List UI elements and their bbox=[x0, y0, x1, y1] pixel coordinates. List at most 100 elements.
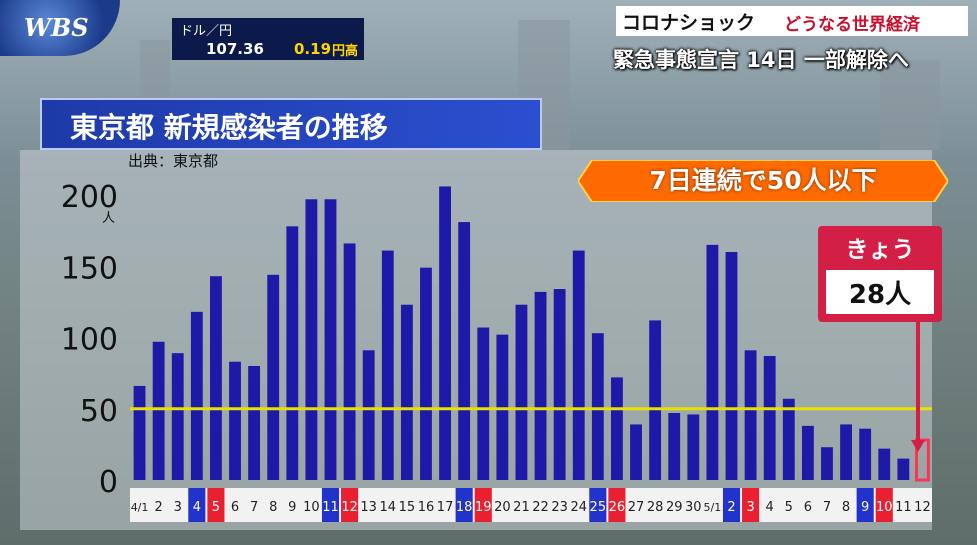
x-tick-label: 28 bbox=[647, 500, 664, 515]
x-tick-label: 5 bbox=[785, 500, 793, 515]
bar bbox=[821, 447, 833, 480]
bar bbox=[133, 385, 146, 480]
bar bbox=[534, 291, 547, 480]
x-tick-label: 2 bbox=[155, 500, 163, 515]
today-bar bbox=[915, 438, 930, 482]
x-tick-label: 3 bbox=[746, 500, 754, 515]
fx-change: 0.19 bbox=[294, 40, 332, 58]
banner-shape bbox=[578, 160, 948, 202]
bar bbox=[611, 377, 623, 480]
banner-text: 7日連続で50人以下 bbox=[649, 166, 877, 195]
x-tick-label: 18 bbox=[456, 500, 473, 515]
x-tick-label: 15 bbox=[399, 500, 416, 515]
x-tick-highlight bbox=[608, 488, 626, 522]
bar bbox=[801, 425, 814, 480]
x-tick-label: 7 bbox=[823, 500, 831, 515]
y-tick-label: 150 bbox=[61, 251, 118, 286]
x-tick-label: 14 bbox=[380, 500, 397, 515]
chart-title: 東京都 新規感染者の推移 bbox=[70, 111, 388, 144]
bar bbox=[458, 222, 471, 480]
x-tick-highlight bbox=[856, 488, 874, 522]
bar bbox=[515, 304, 528, 480]
bar bbox=[400, 304, 413, 480]
bar bbox=[439, 186, 451, 480]
x-tick-highlight bbox=[474, 488, 492, 522]
x-tick-label: 5/1 bbox=[704, 501, 722, 514]
x-tick-highlight bbox=[742, 488, 760, 522]
x-tick-label: 24 bbox=[570, 500, 587, 515]
x-tick-highlight bbox=[455, 488, 473, 522]
y-axis-unit: 人 bbox=[102, 211, 116, 226]
bar bbox=[859, 428, 872, 480]
x-tick-label: 23 bbox=[551, 500, 568, 515]
x-tick-label: 22 bbox=[532, 500, 549, 515]
x-tick-highlight bbox=[875, 488, 893, 522]
x-tick-label: 4 bbox=[766, 500, 774, 515]
bar bbox=[343, 243, 356, 480]
x-tick-label: 12 bbox=[914, 500, 931, 515]
bar bbox=[267, 274, 280, 480]
bar bbox=[706, 244, 719, 480]
y-tick-label: 100 bbox=[61, 323, 118, 358]
callout-value-box: 28人 bbox=[826, 270, 934, 314]
x-tick-highlight bbox=[207, 488, 225, 522]
bar bbox=[171, 353, 184, 480]
bar bbox=[190, 311, 203, 480]
x-tick-highlight bbox=[722, 488, 741, 522]
headline-series: コロナショック bbox=[622, 12, 756, 34]
bar bbox=[782, 398, 795, 480]
x-tick-label: 29 bbox=[666, 500, 683, 515]
bar bbox=[897, 458, 910, 480]
x-tick-label: 17 bbox=[437, 500, 454, 515]
bar bbox=[324, 199, 337, 480]
fx-ticker: ドル／円 107.36 0.19 円高 bbox=[172, 18, 364, 60]
bar bbox=[477, 327, 490, 480]
title-bar: 東京都 新規感染者の推移 bbox=[40, 98, 542, 150]
bar bbox=[572, 250, 585, 480]
x-tick-label: 16 bbox=[418, 500, 435, 515]
x-tick-label: 20 bbox=[494, 500, 511, 515]
bar bbox=[210, 276, 222, 480]
bar bbox=[840, 424, 852, 480]
today-callout: きょう 28人 bbox=[818, 226, 942, 322]
x-tick-highlight bbox=[589, 488, 607, 522]
bar bbox=[744, 350, 757, 480]
x-tick-label: 9 bbox=[288, 500, 296, 515]
bar bbox=[878, 448, 891, 480]
fx-direction: 円高 bbox=[332, 44, 359, 59]
x-tick-label: 10 bbox=[876, 500, 893, 515]
x-tick-label: 3 bbox=[174, 500, 182, 515]
bar bbox=[420, 267, 432, 480]
x-tick-label: 26 bbox=[609, 500, 626, 515]
bar bbox=[381, 250, 394, 480]
bar bbox=[286, 226, 299, 480]
x-tick-highlight bbox=[188, 488, 206, 522]
x-tick-label: 2 bbox=[727, 500, 735, 515]
fx-label: ドル／円 bbox=[180, 24, 233, 39]
bar bbox=[630, 424, 642, 480]
bar bbox=[668, 413, 681, 480]
bar bbox=[725, 252, 738, 480]
bar bbox=[229, 361, 241, 480]
x-tick-label: 13 bbox=[360, 500, 377, 515]
bar bbox=[553, 289, 566, 480]
background-building bbox=[880, 60, 940, 150]
x-tick-label: 6 bbox=[231, 500, 239, 515]
x-tick-highlight bbox=[321, 488, 340, 522]
bar bbox=[305, 199, 318, 480]
bar bbox=[152, 341, 165, 480]
y-tick-label: 200 bbox=[61, 180, 118, 215]
x-axis-strip bbox=[130, 488, 932, 522]
bar bbox=[763, 356, 776, 480]
x-tick-label: 10 bbox=[303, 500, 320, 515]
x-tick-label: 8 bbox=[842, 500, 850, 515]
x-tick-label: 9 bbox=[861, 500, 869, 515]
bar bbox=[591, 333, 604, 480]
y-tick-label: 0 bbox=[99, 465, 118, 500]
headline-main: 緊急事態宣言 14日 一部解除へ bbox=[613, 48, 909, 72]
x-tick-label: 30 bbox=[685, 500, 702, 515]
x-tick-label: 19 bbox=[475, 500, 492, 515]
background-building bbox=[140, 40, 170, 100]
x-tick-label: 21 bbox=[513, 500, 530, 515]
